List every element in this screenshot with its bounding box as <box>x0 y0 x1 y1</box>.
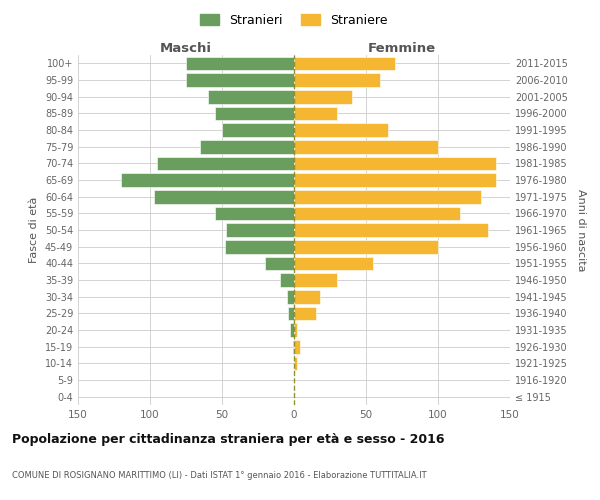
Bar <box>294 190 481 203</box>
Text: Maschi: Maschi <box>160 42 212 55</box>
Bar <box>208 90 294 104</box>
Bar <box>287 290 294 304</box>
Bar <box>294 306 316 320</box>
Bar <box>294 173 496 187</box>
Bar <box>294 140 438 153</box>
Y-axis label: Fasce di età: Fasce di età <box>29 197 39 263</box>
Bar <box>200 140 294 153</box>
Bar <box>294 290 320 304</box>
Text: Popolazione per cittadinanza straniera per età e sesso - 2016: Popolazione per cittadinanza straniera p… <box>12 432 445 446</box>
Bar <box>294 223 488 237</box>
Bar <box>294 340 300 353</box>
Bar <box>186 56 294 70</box>
Bar <box>280 273 294 287</box>
Bar <box>186 73 294 87</box>
Bar <box>294 206 460 220</box>
Bar <box>121 173 294 187</box>
Bar <box>294 256 373 270</box>
Text: Femmine: Femmine <box>368 42 436 55</box>
Bar <box>294 106 337 120</box>
Bar <box>265 256 294 270</box>
Bar <box>294 156 496 170</box>
Bar <box>294 356 297 370</box>
Bar <box>294 123 388 137</box>
Bar <box>294 56 395 70</box>
Legend: Stranieri, Straniere: Stranieri, Straniere <box>196 8 392 32</box>
Bar <box>290 323 294 337</box>
Bar <box>154 190 294 203</box>
Bar <box>294 240 438 254</box>
Y-axis label: Anni di nascita: Anni di nascita <box>576 188 586 271</box>
Bar <box>294 273 337 287</box>
Bar <box>215 206 294 220</box>
Bar <box>225 240 294 254</box>
Bar <box>215 106 294 120</box>
Bar <box>222 123 294 137</box>
Bar <box>293 340 294 353</box>
Bar <box>294 90 352 104</box>
Bar <box>157 156 294 170</box>
Text: COMUNE DI ROSIGNANO MARITTIMO (LI) - Dati ISTAT 1° gennaio 2016 - Elaborazione T: COMUNE DI ROSIGNANO MARITTIMO (LI) - Dat… <box>12 470 427 480</box>
Bar <box>226 223 294 237</box>
Bar <box>294 73 380 87</box>
Bar <box>288 306 294 320</box>
Bar <box>294 323 297 337</box>
